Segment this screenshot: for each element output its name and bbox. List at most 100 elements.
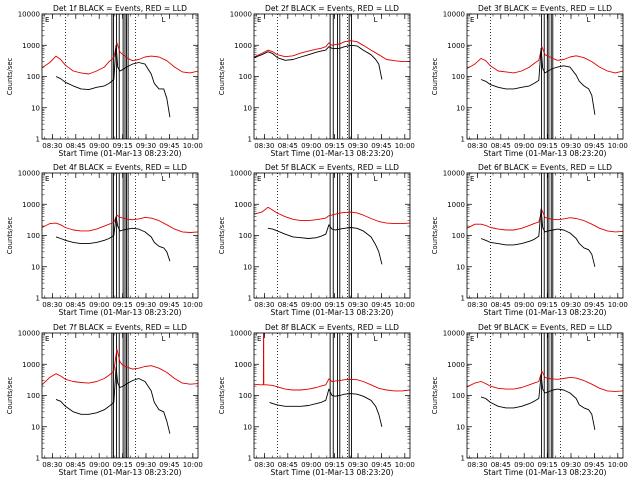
- x-tick-label: 09:15: [538, 142, 558, 150]
- y-axis-label: Counts/sec: [431, 377, 439, 415]
- plot-area: [254, 14, 410, 139]
- detector-panel-1: Det 1f BLACK = Events, RED = LLD E L 1 10 100…: [6, 4, 203, 158]
- attenuator-band-3: [122, 173, 126, 298]
- x-tick-label: 10:00: [608, 461, 628, 469]
- x-tick-label: 08:45: [278, 301, 298, 309]
- y-tick-label: 1000: [22, 361, 40, 369]
- x-tick-label: 09:00: [89, 142, 109, 150]
- panel-title: Det 4f BLACK = Events, RED = LLD: [53, 163, 187, 172]
- attenuator-band-2: [546, 333, 550, 458]
- attenuator-band-3: [122, 333, 126, 458]
- detector-panel-6: Det 6f BLACK = Events, RED = LLD E L 1 10 100…: [431, 163, 628, 317]
- attenuator-band-2: [116, 14, 120, 139]
- x-axis-label: Start Time (01-Mar-13 08:23:20): [270, 308, 393, 317]
- corner-mark-e: E: [257, 335, 261, 343]
- y-tick-label: 10000: [443, 330, 465, 338]
- y-tick-label: 100: [452, 73, 465, 81]
- y-tick-label: 10: [31, 423, 40, 431]
- y-axis-label: Counts/sec: [218, 58, 226, 96]
- corner-mark-e: E: [45, 335, 49, 343]
- x-tick-label: 08:30: [254, 301, 274, 309]
- y-tick-label: 10: [243, 423, 252, 431]
- y-tick-label: 1: [248, 295, 252, 303]
- x-tick-label: 08:30: [467, 301, 487, 309]
- y-axis-label: Counts/sec: [6, 377, 14, 415]
- attenuator-band-3: [550, 333, 554, 458]
- x-tick-label: 08:45: [491, 301, 511, 309]
- panel-title: Det 7f BLACK = Events, RED = LLD: [53, 323, 187, 332]
- x-tick-label: 09:30: [348, 142, 368, 150]
- y-tick-label: 10000: [18, 330, 40, 338]
- attenuator-band-4: [126, 333, 129, 458]
- x-tick-label: 08:45: [66, 301, 86, 309]
- x-tick-label: 09:00: [89, 301, 109, 309]
- plot-area: [467, 333, 623, 458]
- x-tick-label: 08:30: [467, 461, 487, 469]
- x-axis-label: Start Time (01-Mar-13 08:23:20): [58, 308, 181, 317]
- corner-mark-e: E: [470, 16, 474, 24]
- events-series-line: [480, 47, 596, 115]
- x-tick-label: 08:45: [491, 142, 511, 150]
- panel-title: Det 3f BLACK = Events, RED = LLD: [478, 4, 612, 13]
- x-tick-label: 10:00: [183, 142, 203, 150]
- corner-mark-l: L: [587, 16, 591, 24]
- x-tick-label: 09:45: [584, 301, 604, 309]
- x-tick-label: 09:00: [89, 461, 109, 469]
- x-tick-label: 09:15: [113, 301, 133, 309]
- y-tick-label: 100: [452, 232, 465, 240]
- y-tick-label: 10: [243, 104, 252, 112]
- x-tick-label: 09:30: [136, 301, 156, 309]
- detector-panel-9: Det 9f BLACK = Events, RED = LLD E L 1 10 100…: [431, 323, 628, 477]
- x-tick-label: 10:00: [395, 301, 415, 309]
- plot-area: [467, 14, 623, 139]
- x-tick-label: 09:30: [561, 301, 581, 309]
- y-tick-label: 100: [452, 392, 465, 400]
- attenuator-band-1: [541, 14, 545, 139]
- x-tick-label: 09:45: [159, 301, 179, 309]
- x-tick-label: 08:45: [66, 461, 86, 469]
- x-tick-label: 08:45: [278, 142, 298, 150]
- corner-mark-e: E: [470, 335, 474, 343]
- events-series-line: [55, 366, 171, 434]
- x-tick-label: 09:00: [301, 142, 321, 150]
- x-tick-label: 09:30: [561, 142, 581, 150]
- corner-mark-l: L: [374, 335, 378, 343]
- corner-mark-l: L: [162, 175, 166, 183]
- plot-area: [254, 333, 410, 458]
- y-axis-label: Counts/sec: [431, 217, 439, 255]
- y-tick-label: 10000: [230, 330, 252, 338]
- x-axis-label: Start Time (01-Mar-13 08:23:20): [270, 149, 393, 158]
- y-tick-label: 10000: [443, 170, 465, 178]
- x-tick-label: 10:00: [395, 461, 415, 469]
- x-tick-label: 08:45: [491, 461, 511, 469]
- attenuator-band-3: [348, 173, 352, 298]
- y-axis-label: Counts/sec: [6, 58, 14, 96]
- plot-area: [42, 173, 198, 298]
- x-tick-label: 09:15: [113, 142, 133, 150]
- x-axis-label: Start Time (01-Mar-13 08:23:20): [58, 468, 181, 477]
- events-series-line: [480, 208, 596, 267]
- y-tick-label: 100: [239, 392, 252, 400]
- plot-area: [42, 333, 198, 458]
- attenuator-band-2: [116, 333, 120, 458]
- panel-title: Det 6f BLACK = Events, RED = LLD: [478, 163, 612, 172]
- y-tick-label: 10000: [18, 170, 40, 178]
- corner-mark-e: E: [45, 175, 49, 183]
- y-tick-label: 1000: [447, 42, 465, 50]
- y-tick-label: 1000: [447, 361, 465, 369]
- y-tick-label: 1: [461, 295, 465, 303]
- lld-series-line: [42, 42, 198, 75]
- x-axis-label: Start Time (01-Mar-13 08:23:20): [483, 468, 606, 477]
- attenuator-band-2: [546, 173, 550, 298]
- y-tick-label: 1: [248, 455, 252, 463]
- x-tick-label: 09:30: [136, 461, 156, 469]
- x-tick-label: 09:30: [561, 461, 581, 469]
- events-series-line: [254, 44, 383, 80]
- attenuator-band-4: [126, 14, 129, 139]
- x-tick-label: 10:00: [608, 301, 628, 309]
- lld-series-line: [42, 214, 198, 233]
- x-tick-label: 08:30: [42, 301, 62, 309]
- y-tick-label: 1000: [22, 201, 40, 209]
- x-tick-label: 09:30: [348, 301, 368, 309]
- y-tick-label: 1: [461, 455, 465, 463]
